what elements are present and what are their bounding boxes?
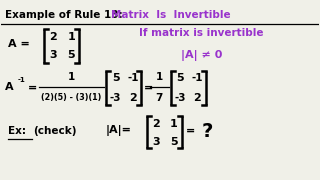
Text: |A|=: |A|=: [106, 125, 132, 136]
Text: -3: -3: [110, 93, 121, 103]
Text: =: =: [28, 82, 38, 92]
Text: |A| ≠ 0: |A| ≠ 0: [180, 50, 222, 61]
Text: -3: -3: [174, 93, 186, 103]
Text: (check): (check): [33, 126, 76, 136]
Text: Ex:: Ex:: [8, 126, 26, 136]
Text: -1: -1: [18, 77, 26, 83]
Text: 2: 2: [129, 93, 137, 103]
Text: 1: 1: [68, 72, 75, 82]
Text: 5: 5: [112, 73, 119, 83]
Text: 5: 5: [176, 73, 184, 83]
Text: 5: 5: [170, 137, 178, 147]
Text: -1: -1: [127, 73, 139, 83]
Text: Matrix  Is  Invertible: Matrix Is Invertible: [111, 10, 230, 20]
Text: 3: 3: [49, 50, 57, 60]
Text: 3: 3: [152, 137, 160, 147]
Text: If matrix is invertible: If matrix is invertible: [139, 28, 263, 38]
Text: Example of Rule 13:: Example of Rule 13:: [4, 10, 129, 20]
Text: =: =: [143, 82, 153, 92]
Text: =: =: [185, 126, 195, 136]
Text: 5: 5: [68, 50, 75, 60]
Text: 1: 1: [170, 119, 178, 129]
Text: 7: 7: [156, 93, 163, 103]
Text: (2)(5) - (3)(1): (2)(5) - (3)(1): [41, 93, 101, 102]
Text: -1: -1: [192, 73, 203, 83]
Text: 1: 1: [156, 72, 163, 82]
Text: 2: 2: [194, 93, 201, 103]
Text: ?: ?: [201, 122, 212, 141]
Text: 2: 2: [49, 32, 57, 42]
Text: A: A: [4, 82, 13, 92]
Text: A =: A =: [8, 39, 33, 49]
Text: 2: 2: [152, 119, 160, 129]
Text: 1: 1: [67, 32, 75, 42]
